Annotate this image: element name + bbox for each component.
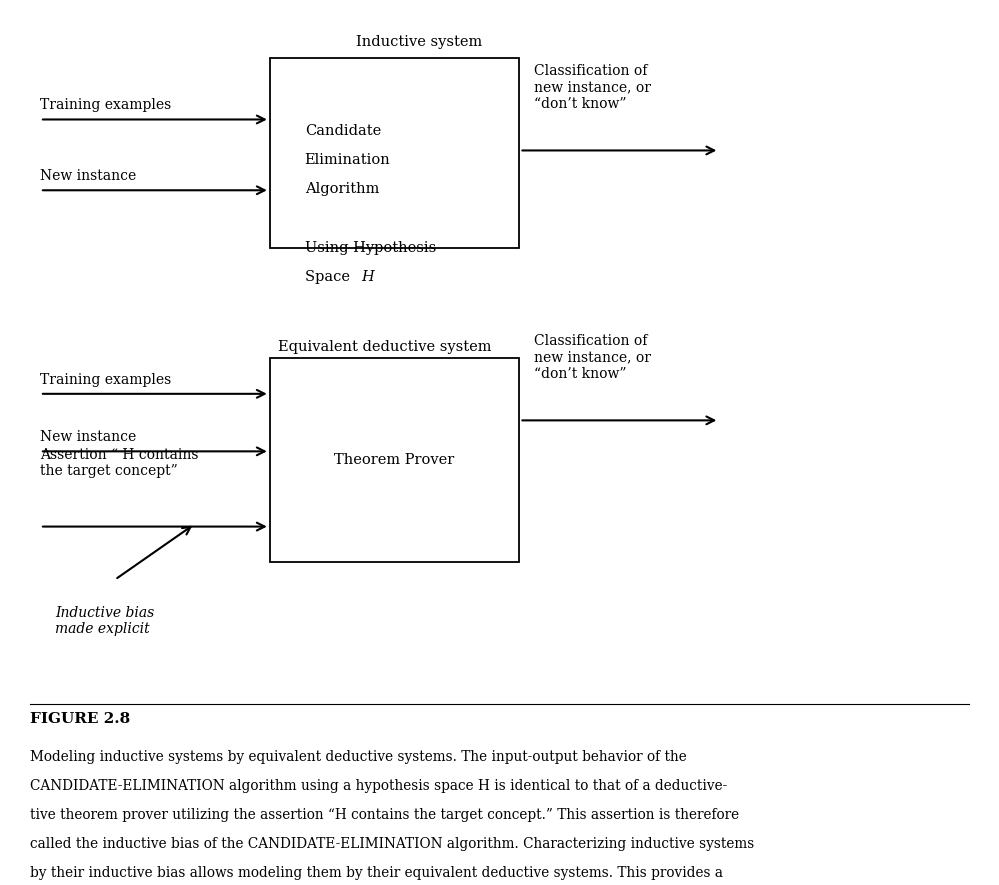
Text: Theorem Prover: Theorem Prover [335,453,455,467]
Text: Space: Space [305,270,359,284]
Text: New instance: New instance [40,430,136,444]
Text: Algorithm: Algorithm [305,182,379,196]
Text: Equivalent deductive system: Equivalent deductive system [278,340,492,354]
Text: FIGURE 2.8: FIGURE 2.8 [30,712,130,727]
Text: Classification of
new instance, or
“don’t know”: Classification of new instance, or “don’… [534,65,651,111]
Text: by their inductive bias allows modeling them by their equivalent deductive syste: by their inductive bias allows modeling … [30,866,723,881]
Text: Modeling inductive systems by equivalent deductive systems. The input-output beh: Modeling inductive systems by equivalent… [30,750,686,764]
Text: called the inductive bias of the CANDIDATE-ELIMINATION algorithm. Characterizing: called the inductive bias of the CANDIDA… [30,837,754,851]
Text: H: H [362,270,375,284]
Text: Elimination: Elimination [305,153,391,167]
Text: Training examples: Training examples [40,373,171,387]
Bar [270,58,519,248]
Text: Candidate: Candidate [305,124,381,138]
Bar [270,358,519,562]
Text: New instance: New instance [40,169,136,183]
Text: Inductive bias
made explicit: Inductive bias made explicit [55,606,154,636]
Text: Using Hypothesis: Using Hypothesis [305,241,436,255]
Text: Inductive system: Inductive system [357,35,483,49]
Text: tive theorem prover utilizing the assertion “H contains the target concept.” Thi: tive theorem prover utilizing the assert… [30,808,739,822]
Text: Classification of
new instance, or
“don’t know”: Classification of new instance, or “don’… [534,335,651,381]
Text: Assertion “ H contains
the target concept”: Assertion “ H contains the target concep… [40,448,199,478]
Text: CANDIDATE-ELIMINATION algorithm using a hypothesis space H is identical to that : CANDIDATE-ELIMINATION algorithm using a … [30,779,727,793]
Text: Training examples: Training examples [40,98,171,112]
